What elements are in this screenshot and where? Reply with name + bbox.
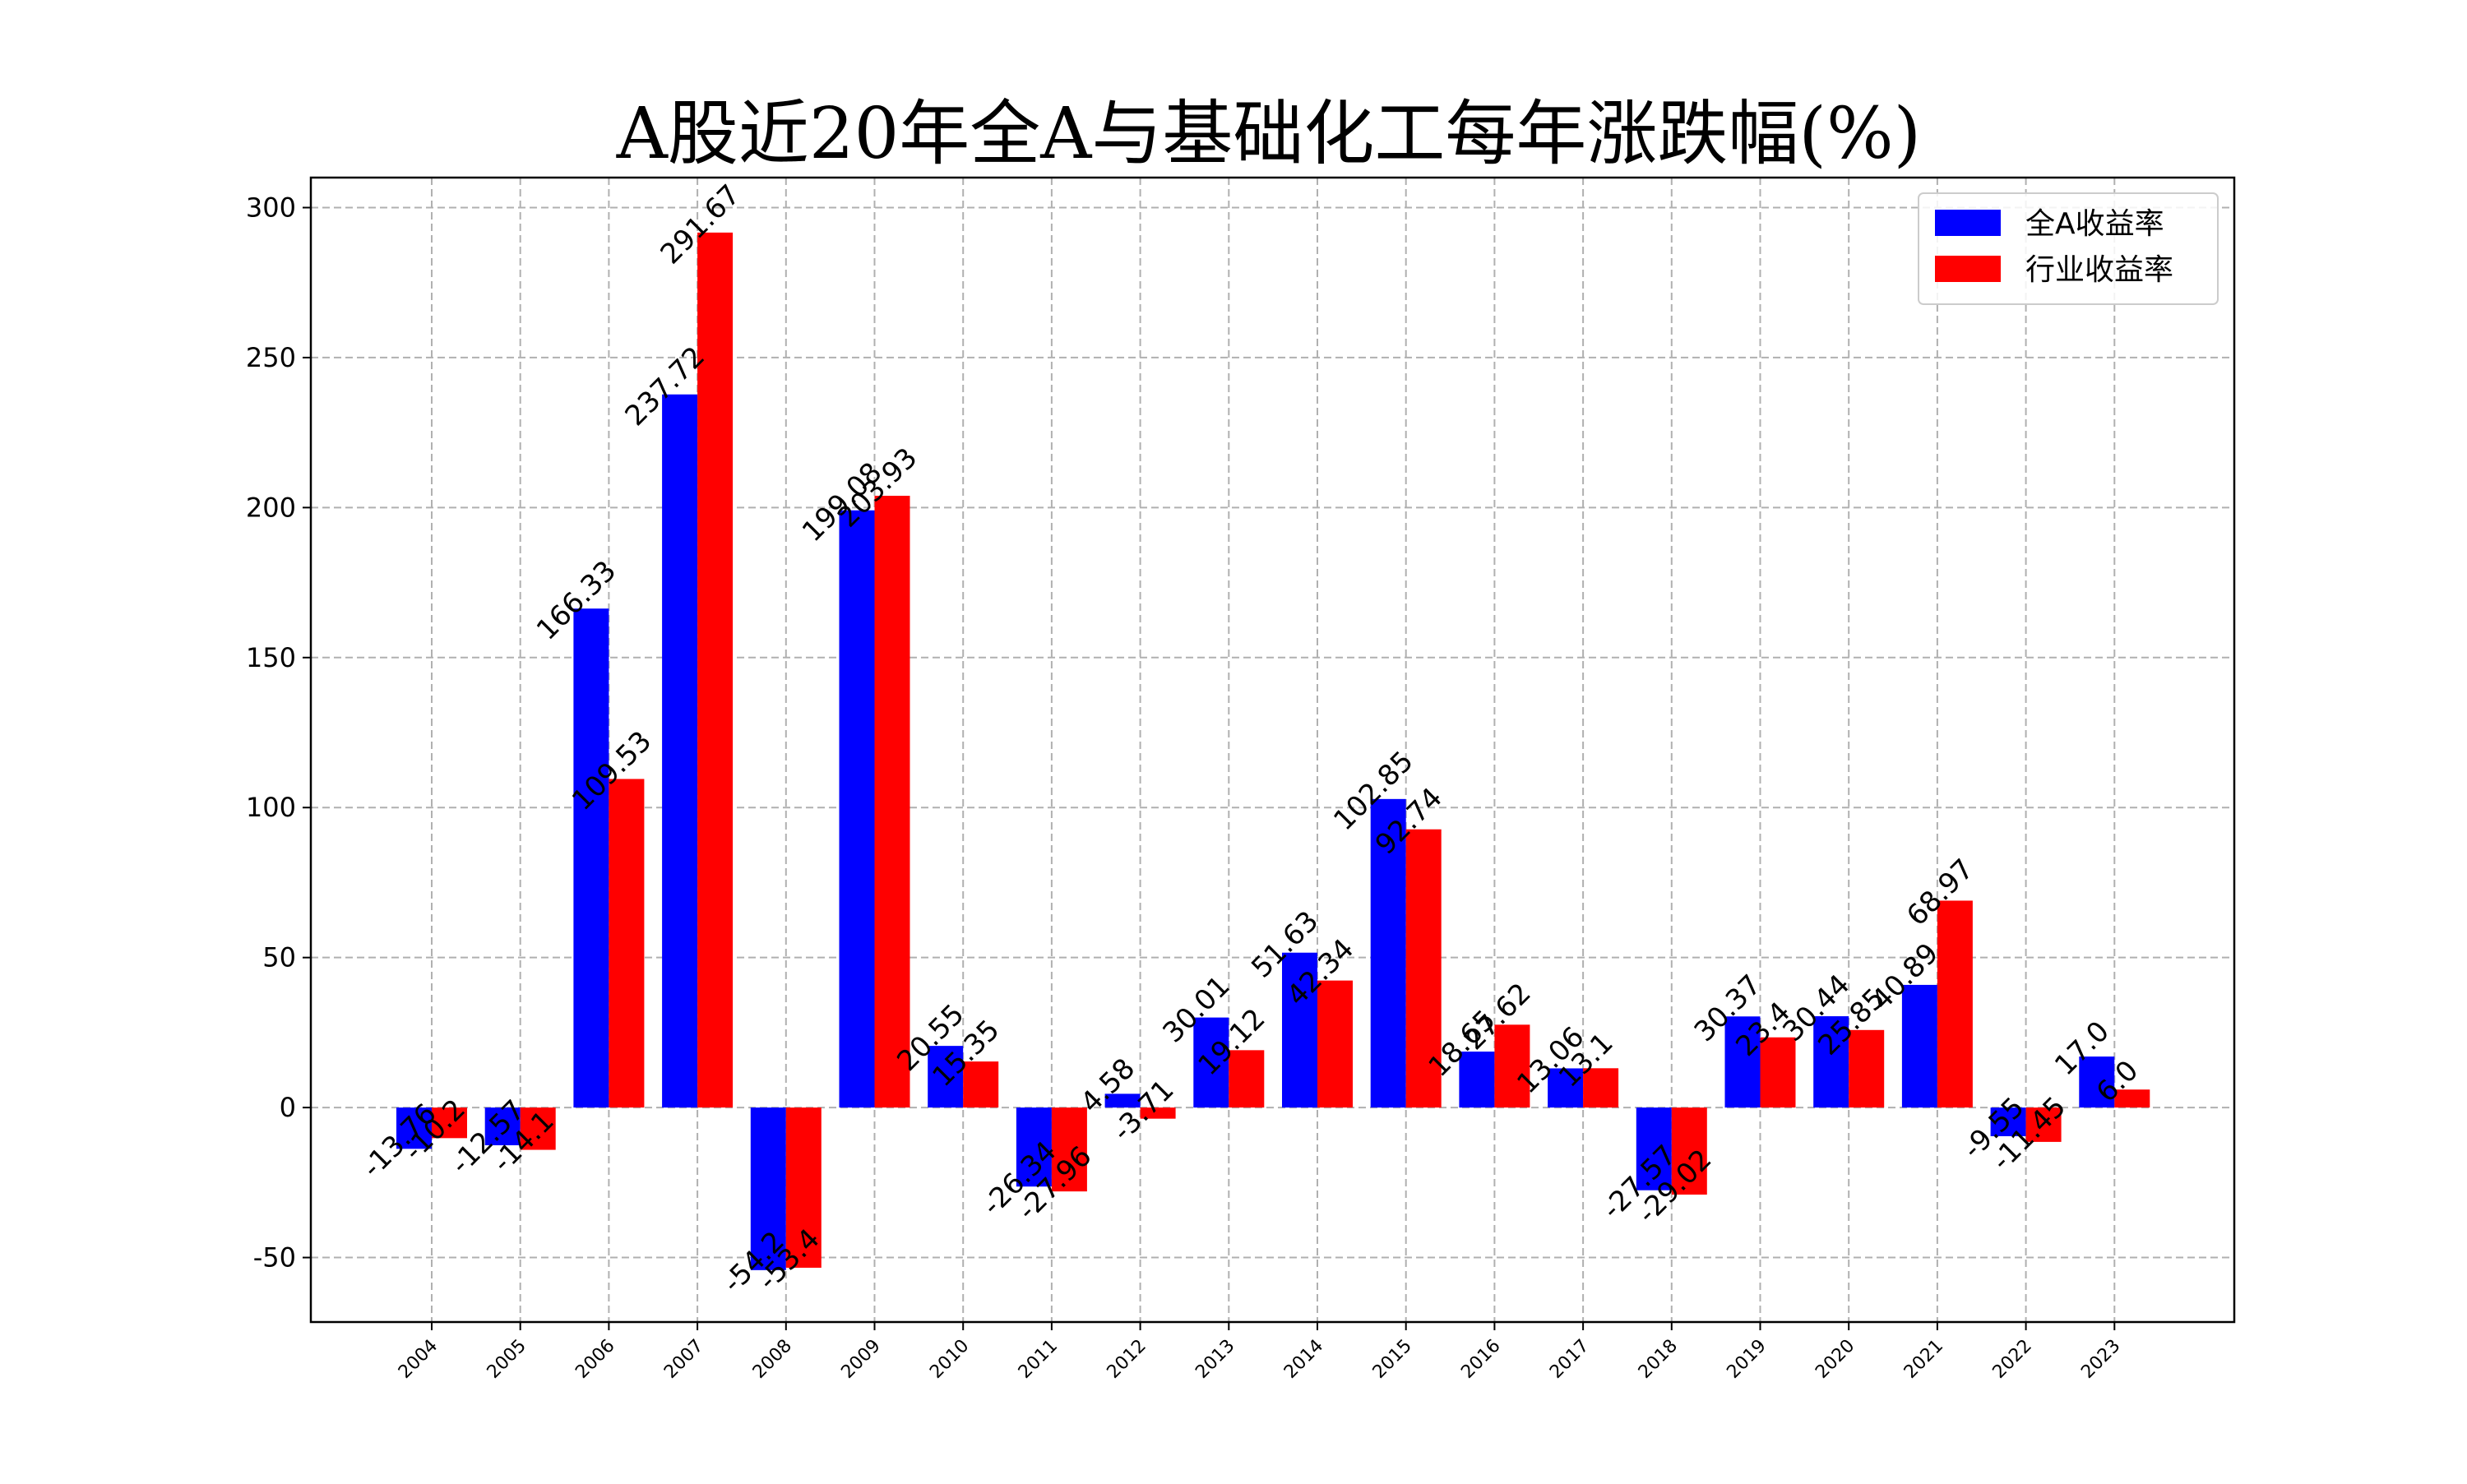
bar-all-a-2018 [1636,1107,1672,1190]
chart-title: A股近20年全A与基础化工每年涨跌幅(%) [616,93,1921,175]
bar-all-a-2004 [396,1107,432,1149]
y-tick-label: 300 [246,192,296,223]
plot-frame [309,176,2236,1324]
bar-all-a-2021 [1901,984,1937,1108]
legend-label: 全A收益率 [2025,207,2164,241]
bar-industry-2006 [609,779,645,1108]
y-tick-label: 100 [246,792,296,823]
bar-industry-2009 [874,496,910,1108]
bars [396,232,2150,1270]
bar-all-a-2023 [2079,1056,2115,1108]
bar-all-a-2016 [1459,1052,1495,1108]
bar-industry-2017 [1583,1068,1619,1108]
bar-all-a-2005 [484,1107,521,1145]
bar-industry-2022 [2025,1107,2062,1142]
gridlines [311,178,2234,1322]
bar-all-a-2015 [1370,798,1406,1108]
bar-all-a-2012 [1104,1093,1141,1108]
bar-industry-2021 [1937,900,1973,1108]
y-tick-label: 50 [262,942,296,973]
bar-all-a-2019 [1724,1016,1761,1108]
bar-industry-2014 [1317,980,1353,1108]
bar-all-a-2006 [573,608,609,1108]
bar-industry-2011 [1051,1107,1087,1192]
bar-industry-2008 [785,1107,822,1268]
bar-all-a-2013 [1193,1017,1229,1108]
bar-industry-2005 [520,1107,556,1150]
bar-all-a-2009 [839,510,875,1108]
bar-all-a-2011 [1016,1107,1052,1187]
bar-industry-2012 [1140,1107,1176,1119]
bar-industry-2004 [432,1107,467,1139]
bar-industry-2020 [1849,1029,1885,1108]
bar-industry-2013 [1229,1050,1265,1108]
y-tick-label: 250 [246,342,296,373]
bar-industry-2019 [1760,1037,1796,1108]
y-tick-label: -50 [253,1242,296,1274]
y-tick-label: 200 [246,492,296,523]
bar-all-a-2022 [1990,1107,2026,1136]
legend-swatch [1935,256,2001,282]
bar-all-a-2014 [1282,952,1317,1108]
bar-all-a-2020 [1813,1016,1849,1108]
y-tick-label: 150 [246,642,296,673]
bar-industry-2015 [1405,829,1442,1108]
bar-all-a-2007 [662,394,698,1108]
bar-industry-2007 [697,232,734,1108]
bar-industry-2023 [2114,1089,2150,1108]
bar-all-a-2010 [928,1046,964,1108]
bar-industry-2010 [963,1061,999,1108]
legend-label: 行业收益率 [2025,253,2173,287]
bar-all-a-2017 [1548,1068,1584,1108]
bar-industry-2018 [1671,1107,1707,1195]
bar-industry-2016 [1494,1024,1530,1108]
legend-swatch [1935,210,2001,236]
y-tick-label: 0 [280,1092,296,1123]
bar-all-a-2008 [750,1107,786,1270]
